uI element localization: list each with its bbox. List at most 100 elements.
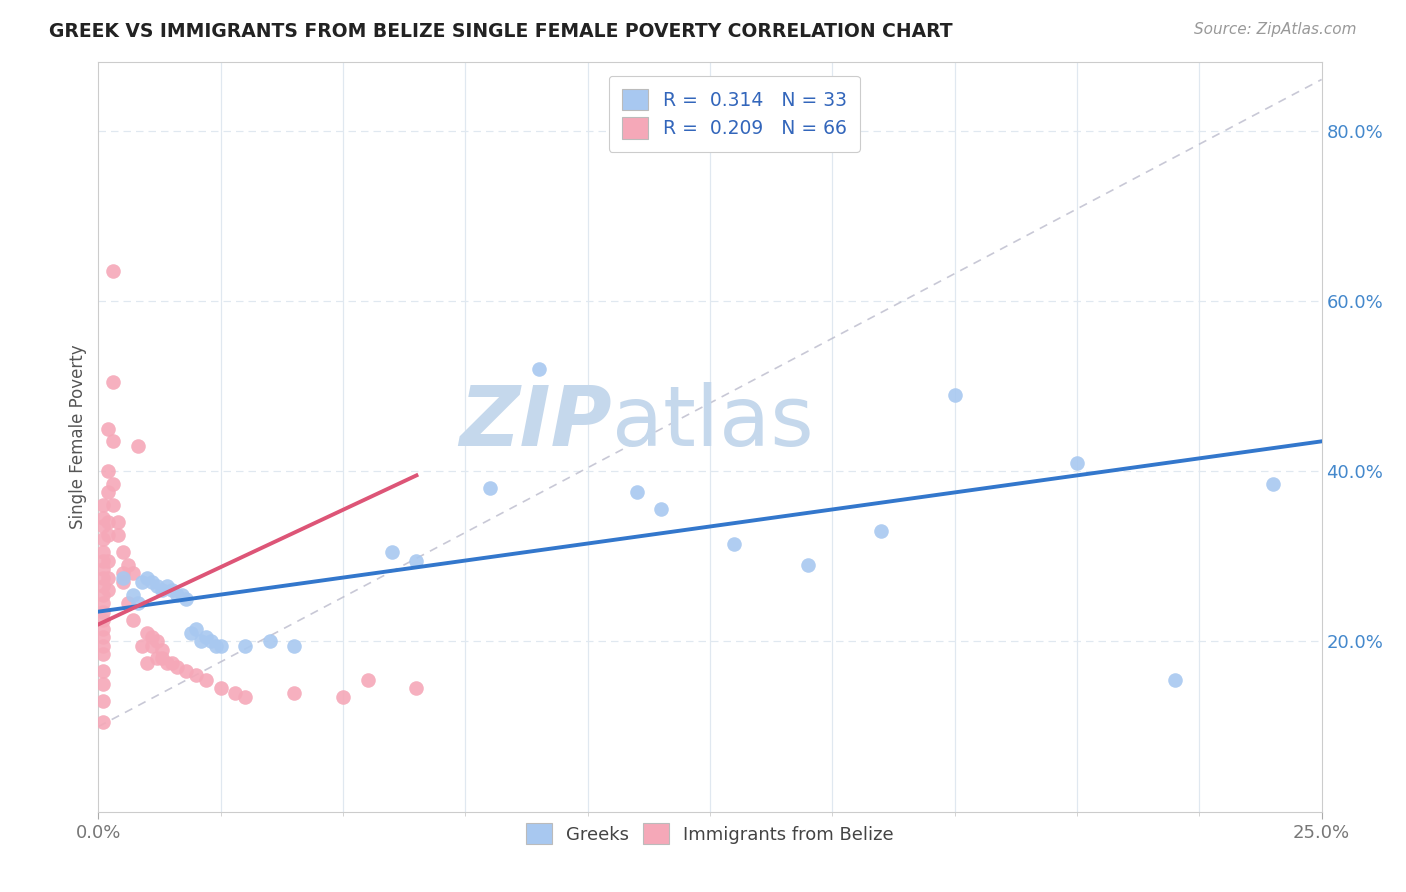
Point: [131, 639, 153, 653]
Point: [626, 485, 648, 500]
Point: [209, 639, 232, 653]
Point: [91, 571, 114, 585]
Legend: Greeks, Immigrants from Belize: Greeks, Immigrants from Belize: [519, 816, 901, 851]
Point: [91, 694, 114, 708]
Point: [91, 579, 114, 593]
Point: [1066, 456, 1088, 470]
Point: [156, 579, 179, 593]
Point: [91, 647, 114, 661]
Point: [209, 681, 232, 696]
Point: [91, 664, 114, 678]
Text: Source: ZipAtlas.com: Source: ZipAtlas.com: [1194, 22, 1357, 37]
Point: [195, 673, 218, 687]
Text: atlas: atlas: [612, 382, 814, 463]
Point: [1261, 476, 1284, 491]
Point: [111, 574, 134, 589]
Point: [186, 622, 208, 636]
Point: [943, 387, 966, 401]
Point: [146, 579, 169, 593]
Point: [160, 656, 183, 670]
Point: [527, 362, 550, 376]
Point: [1164, 673, 1187, 687]
Point: [97, 571, 120, 585]
Point: [150, 643, 173, 657]
Point: [121, 613, 143, 627]
Point: [97, 528, 120, 542]
Point: [150, 651, 173, 665]
Point: [136, 656, 159, 670]
Point: [870, 524, 893, 538]
Point: [97, 515, 120, 529]
Point: [146, 634, 169, 648]
Point: [166, 660, 188, 674]
Point: [107, 515, 129, 529]
Point: [91, 533, 114, 547]
Text: ZIP: ZIP: [460, 382, 612, 463]
Point: [141, 630, 163, 644]
Point: [91, 596, 114, 610]
Point: [111, 571, 134, 585]
Point: [117, 596, 139, 610]
Point: [91, 622, 114, 636]
Point: [180, 626, 202, 640]
Point: [91, 498, 114, 512]
Point: [650, 502, 672, 516]
Point: [141, 639, 163, 653]
Point: [91, 605, 114, 619]
Point: [190, 634, 212, 648]
Point: [332, 690, 354, 704]
Point: [131, 574, 153, 589]
Point: [176, 591, 198, 606]
Point: [150, 583, 173, 598]
Point: [478, 481, 501, 495]
Point: [156, 656, 179, 670]
Point: [186, 668, 208, 682]
Point: [111, 545, 134, 559]
Text: GREEK VS IMMIGRANTS FROM BELIZE SINGLE FEMALE POVERTY CORRELATION CHART: GREEK VS IMMIGRANTS FROM BELIZE SINGLE F…: [49, 22, 953, 41]
Point: [283, 639, 305, 653]
Point: [195, 630, 218, 644]
Point: [160, 583, 183, 598]
Point: [97, 485, 120, 500]
Point: [405, 553, 427, 567]
Point: [136, 571, 159, 585]
Point: [200, 634, 222, 648]
Point: [91, 511, 114, 525]
Point: [283, 685, 305, 699]
Point: [101, 498, 124, 512]
Point: [381, 545, 404, 559]
Point: [101, 375, 124, 389]
Point: [101, 434, 124, 449]
Point: [91, 639, 114, 653]
Point: [127, 439, 149, 453]
Y-axis label: Single Female Poverty: Single Female Poverty: [69, 345, 87, 529]
Point: [146, 651, 169, 665]
Point: [166, 588, 188, 602]
Point: [224, 685, 246, 699]
Point: [233, 639, 256, 653]
Point: [101, 476, 124, 491]
Point: [136, 626, 159, 640]
Point: [91, 677, 114, 691]
Point: [97, 464, 120, 478]
Point: [91, 545, 114, 559]
Point: [121, 588, 143, 602]
Point: [97, 421, 120, 435]
Point: [111, 566, 134, 581]
Point: [117, 558, 139, 572]
Point: [205, 639, 228, 653]
Point: [127, 596, 149, 610]
Point: [91, 630, 114, 644]
Point: [356, 673, 378, 687]
Point: [259, 634, 281, 648]
Point: [91, 588, 114, 602]
Point: [797, 558, 820, 572]
Point: [233, 690, 256, 704]
Point: [176, 664, 198, 678]
Point: [121, 566, 143, 581]
Point: [141, 574, 163, 589]
Point: [91, 553, 114, 567]
Point: [91, 715, 114, 730]
Point: [723, 536, 745, 550]
Point: [405, 681, 427, 696]
